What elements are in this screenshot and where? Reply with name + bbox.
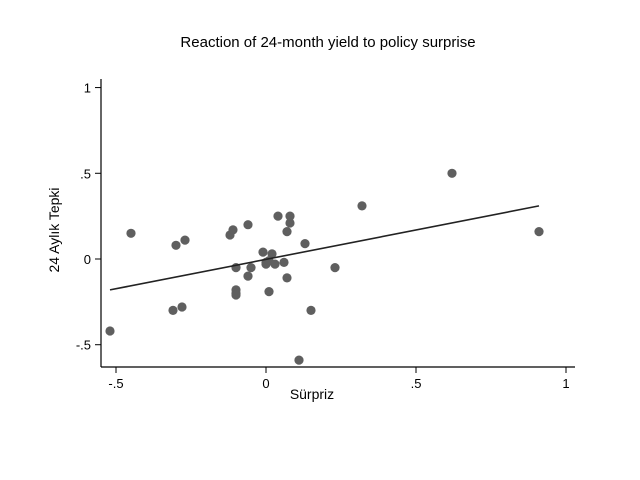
x-tick-label: 1 — [562, 376, 569, 391]
data-point — [180, 235, 190, 245]
y-axis-label: 24 Aylık Tepki — [46, 187, 62, 272]
plot-area: -.5 0 .5 1 -.5 0 .5 1 — [76, 81, 570, 391]
data-point — [243, 271, 253, 281]
chart-title: Reaction of 24-month yield to policy sur… — [180, 34, 475, 51]
x-axis-label: Sürpriz — [290, 386, 334, 402]
x-tick-label: -.5 — [108, 376, 123, 391]
data-point — [246, 263, 256, 273]
data-point — [330, 263, 340, 273]
data-point — [282, 227, 292, 237]
y-tick-label: 0 — [84, 252, 91, 267]
data-point — [273, 211, 283, 221]
data-point — [534, 227, 544, 237]
x-tick-label: .5 — [411, 376, 422, 391]
data-point — [231, 290, 241, 300]
data-point — [267, 249, 277, 259]
data-point — [285, 218, 295, 228]
data-point — [306, 305, 316, 315]
fit-line — [109, 205, 540, 291]
x-tick-label: 0 — [262, 376, 269, 391]
data-point — [282, 273, 292, 283]
data-point — [177, 302, 187, 312]
data-point — [300, 239, 310, 249]
data-point — [228, 225, 238, 235]
y-tick-label: -.5 — [76, 338, 91, 353]
data-point — [126, 228, 136, 238]
data-point — [243, 220, 253, 230]
y-tick-label: 1 — [84, 81, 91, 96]
data-point — [447, 168, 457, 178]
data-point — [171, 240, 181, 250]
data-point — [270, 259, 280, 269]
data-point — [357, 201, 367, 211]
data-point — [285, 211, 295, 221]
data-point — [168, 305, 178, 315]
y-tick-label: .5 — [80, 166, 91, 181]
data-point — [105, 326, 115, 336]
data-point — [258, 247, 268, 257]
data-point — [279, 257, 289, 267]
data-point — [264, 287, 274, 297]
data-point — [294, 355, 304, 365]
